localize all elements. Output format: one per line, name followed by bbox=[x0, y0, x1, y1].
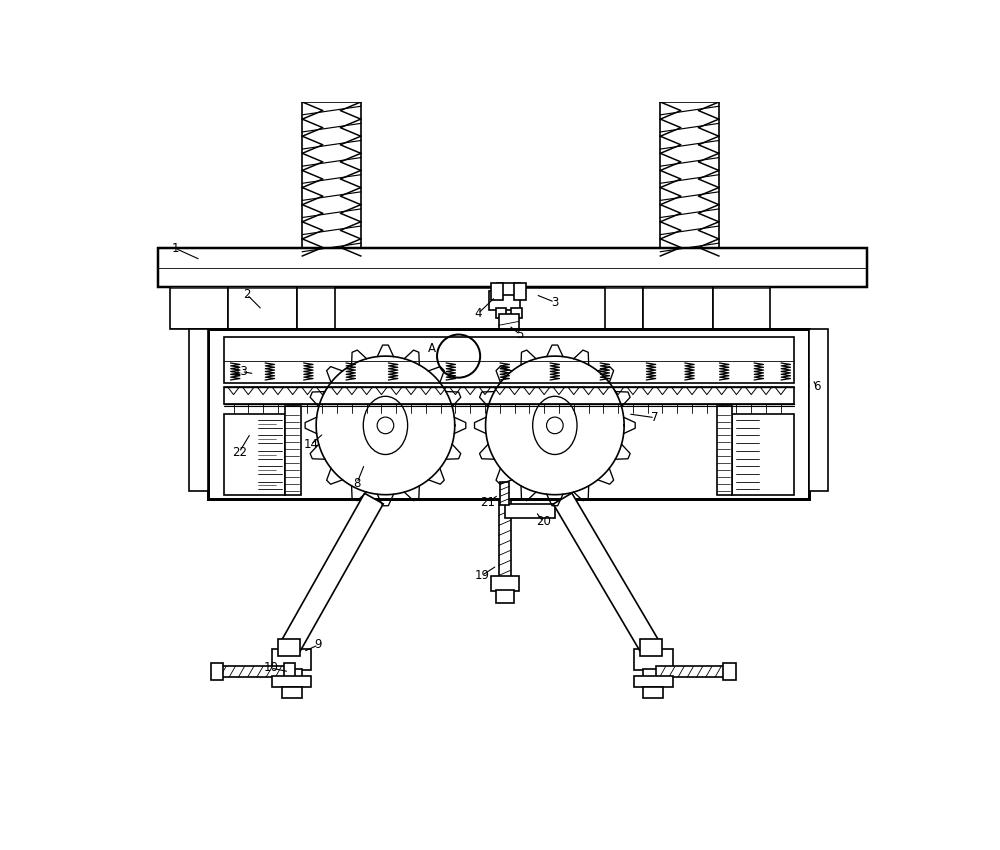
Bar bbox=[640, 639, 662, 656]
Bar bbox=[189, 329, 208, 490]
Bar bbox=[809, 329, 828, 490]
Bar bbox=[158, 248, 867, 286]
Bar bbox=[211, 663, 223, 680]
Text: 5: 5 bbox=[517, 328, 524, 341]
Bar bbox=[489, 291, 520, 310]
Bar bbox=[491, 283, 503, 300]
Bar bbox=[723, 663, 736, 680]
Bar bbox=[634, 649, 673, 671]
Bar bbox=[208, 329, 809, 499]
Text: A: A bbox=[428, 342, 436, 355]
Bar bbox=[717, 406, 732, 495]
Bar bbox=[224, 414, 285, 495]
Polygon shape bbox=[280, 493, 383, 654]
Bar bbox=[224, 337, 794, 383]
Text: 6: 6 bbox=[813, 381, 820, 394]
Bar bbox=[496, 309, 506, 318]
Bar bbox=[511, 309, 522, 318]
Bar bbox=[285, 406, 301, 495]
Bar bbox=[278, 639, 300, 656]
Text: 10: 10 bbox=[263, 661, 278, 674]
Bar bbox=[170, 286, 228, 329]
Polygon shape bbox=[553, 493, 660, 654]
Text: 14: 14 bbox=[303, 438, 318, 451]
Text: 20: 20 bbox=[536, 515, 551, 528]
Text: 22: 22 bbox=[232, 446, 247, 459]
Bar bbox=[643, 286, 713, 329]
Bar bbox=[497, 283, 520, 294]
Bar bbox=[297, 286, 335, 329]
Bar bbox=[284, 663, 295, 680]
Bar bbox=[499, 499, 511, 580]
Bar bbox=[216, 666, 289, 677]
Bar bbox=[496, 590, 514, 603]
Text: 9: 9 bbox=[315, 638, 322, 651]
Text: 19: 19 bbox=[474, 569, 489, 582]
Bar bbox=[643, 687, 663, 698]
Text: 7: 7 bbox=[651, 411, 659, 424]
Bar bbox=[505, 504, 555, 518]
Bar bbox=[282, 669, 302, 679]
Bar bbox=[224, 387, 794, 404]
Bar bbox=[656, 666, 729, 677]
Text: 8: 8 bbox=[353, 477, 361, 490]
Bar bbox=[282, 687, 302, 698]
Bar bbox=[732, 414, 794, 495]
Bar bbox=[500, 483, 509, 506]
Text: 3: 3 bbox=[551, 296, 559, 309]
Text: 13: 13 bbox=[234, 365, 249, 378]
Bar bbox=[228, 286, 297, 329]
Bar bbox=[272, 649, 311, 671]
Text: 1: 1 bbox=[171, 241, 179, 255]
Circle shape bbox=[377, 417, 394, 434]
Bar bbox=[634, 677, 673, 687]
Bar bbox=[491, 575, 519, 591]
Bar bbox=[643, 669, 663, 679]
Text: 2: 2 bbox=[243, 288, 251, 301]
Bar bbox=[605, 286, 643, 329]
Text: 21: 21 bbox=[480, 496, 495, 509]
Bar bbox=[713, 286, 770, 329]
Circle shape bbox=[547, 417, 563, 434]
Bar bbox=[272, 677, 311, 687]
Bar bbox=[499, 314, 519, 364]
Text: 4: 4 bbox=[474, 307, 482, 320]
Bar bbox=[514, 283, 526, 300]
